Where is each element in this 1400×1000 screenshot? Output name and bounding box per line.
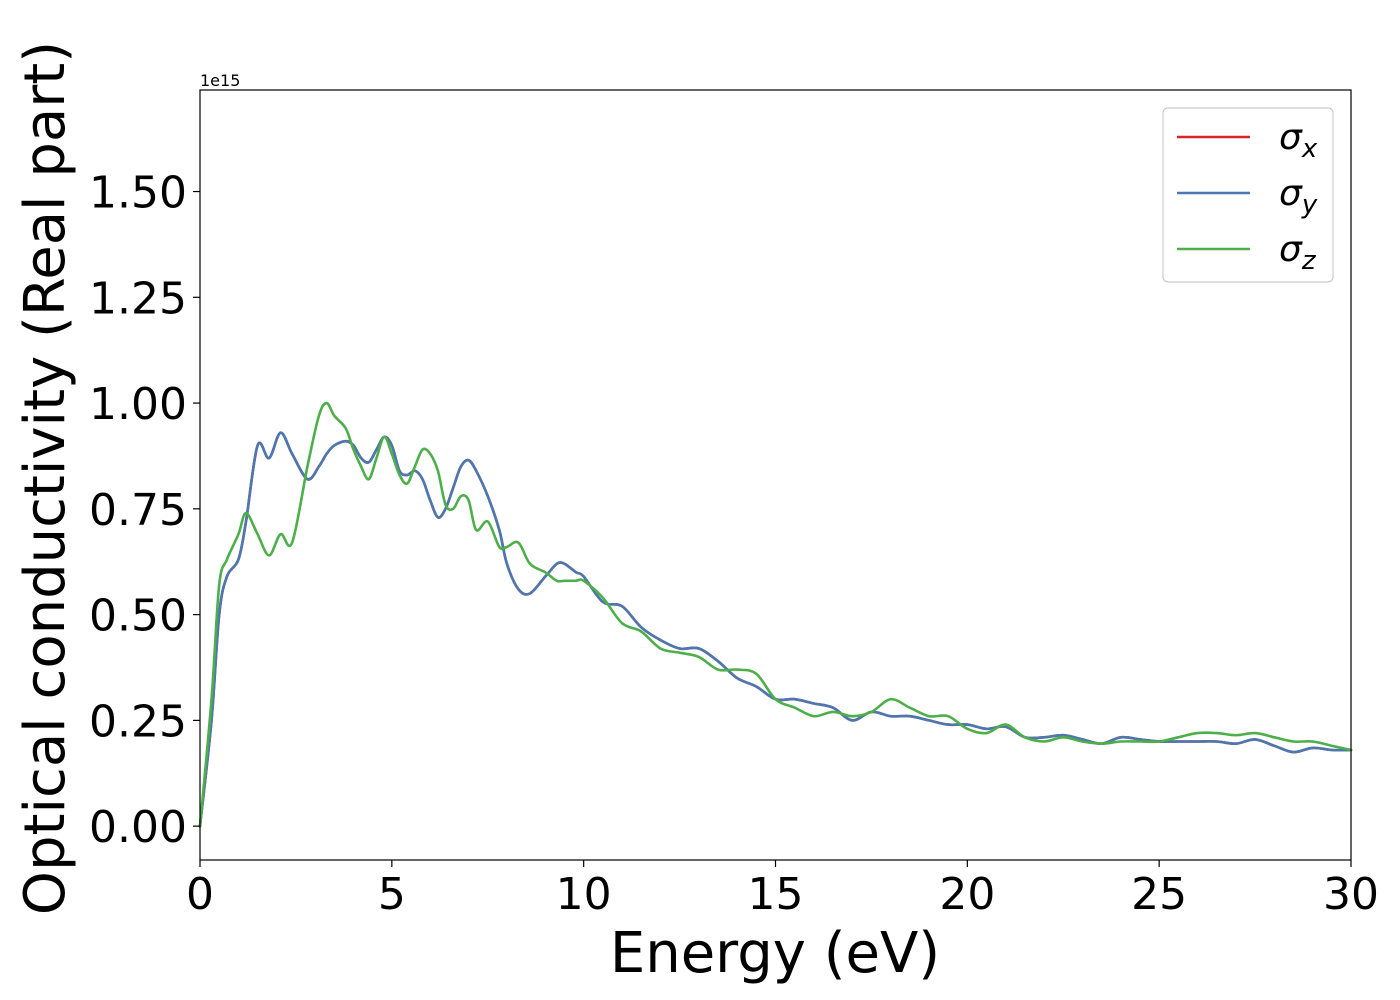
x-axis-ticks: 0 5 10 15 20 25 30 <box>186 860 1379 920</box>
legend-label-x: σx <box>1279 117 1318 164</box>
x-axis-label: Energy (eV) <box>610 921 940 986</box>
y-tick-label: 0.50 <box>89 591 187 642</box>
series-line-z <box>198 401 1353 828</box>
y-tick-label: 0.25 <box>89 696 187 747</box>
legend-entries: σx σy σz <box>1177 117 1318 276</box>
y-offset-label: 1e15 <box>200 71 240 90</box>
y-tick-label: 1.50 <box>89 168 187 219</box>
x-tick-label: 0 <box>186 869 214 920</box>
legend-label-y: σy <box>1279 173 1318 220</box>
y-tick-label: 1.25 <box>89 273 187 324</box>
legend-box <box>1162 107 1334 283</box>
series-layer <box>198 401 1353 828</box>
x-tick-label: 20 <box>939 869 995 920</box>
legend: σx σy σz <box>1162 107 1334 283</box>
y-tick-label: 0.75 <box>89 485 187 536</box>
y-tick-label: 0.00 <box>89 802 187 853</box>
x-tick-label: 30 <box>1323 869 1379 920</box>
y-axis-ticks: 0.00 0.25 0.50 0.75 1.00 1.25 1.50 <box>89 168 200 853</box>
x-tick-label: 10 <box>556 869 612 920</box>
x-tick-label: 25 <box>1131 869 1187 920</box>
x-tick-label: 15 <box>748 869 804 920</box>
y-axis-label: Optical conductivity (Real part) <box>13 41 78 915</box>
legend-label-z: σz <box>1279 229 1317 276</box>
y-tick-label: 1.00 <box>89 379 187 430</box>
x-tick-label: 5 <box>378 869 406 920</box>
